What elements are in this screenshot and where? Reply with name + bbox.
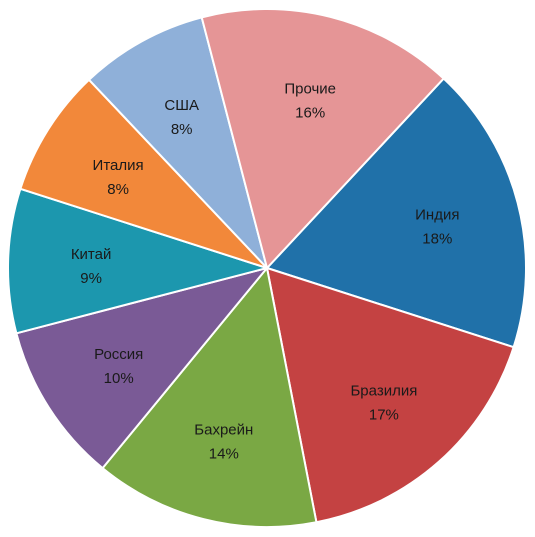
pie-slice <box>200 7 446 271</box>
slice-category-label: Италия <box>93 157 144 174</box>
slice-percent-label: 10% <box>104 370 134 387</box>
pie-slice <box>15 266 270 470</box>
slice-percent-label: 9% <box>80 270 102 287</box>
slices-layer <box>6 7 527 528</box>
slice-category-label: Прочие <box>284 80 336 97</box>
slice-category-label: Россия <box>94 346 143 363</box>
slice-percent-label: 14% <box>209 446 239 463</box>
labels-layer: Индия 18% Бразилия 17% Бахрейн 14% Россия 10% Ки… <box>71 80 460 462</box>
pie-slice <box>6 187 271 335</box>
slice-percent-label: 8% <box>171 121 193 138</box>
slice-category-label: США <box>164 97 199 114</box>
slice-category-label: Бразилия <box>350 383 417 400</box>
slice-percent-label: 17% <box>369 407 399 424</box>
slice-percent-label: 18% <box>422 231 452 248</box>
pie-slice <box>87 16 268 269</box>
slice-category-label: Китай <box>71 246 112 263</box>
slice-percent-label: 8% <box>107 181 129 198</box>
slice-category-label: Бахрейн <box>194 422 253 439</box>
pie-slice <box>265 77 527 349</box>
pie-slice <box>265 266 515 524</box>
slice-category-label: Индия <box>415 207 459 224</box>
pie-slice <box>101 265 318 528</box>
slice-percent-label: 16% <box>295 104 325 121</box>
pie-slice <box>19 78 268 269</box>
